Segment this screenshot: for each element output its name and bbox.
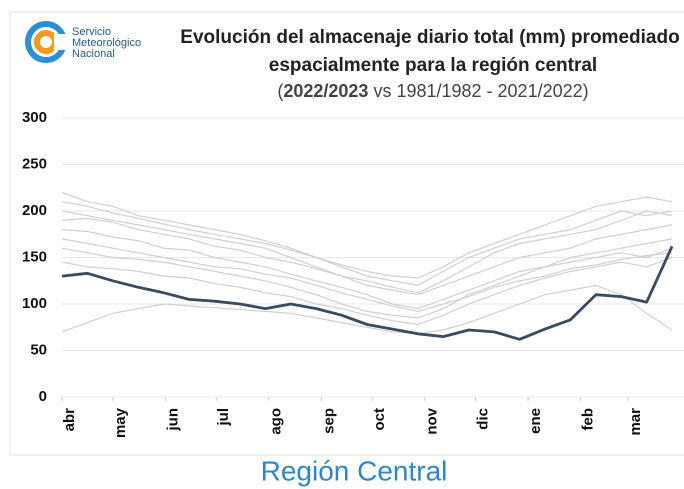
x-tick-label: may	[112, 407, 129, 438]
series-line-history	[61, 238, 673, 312]
x-tick-label: jun	[164, 408, 181, 432]
y-tick-label: 100	[22, 295, 47, 312]
y-tick-label: 200	[22, 202, 47, 219]
x-tick-label: dic	[475, 408, 492, 430]
chart-title: espacialmente para la región central	[269, 55, 597, 76]
series-line-current	[61, 245, 674, 341]
x-tick-label: ago	[268, 408, 285, 435]
chart-title: Evolución del almacenaje diario total (m…	[180, 27, 679, 48]
series-line-history	[61, 196, 673, 279]
subtitle-part: vs 1981/1982 - 2021/2022)	[368, 81, 588, 101]
subtitle-part: (	[277, 81, 283, 101]
x-tick-label: mar	[627, 408, 644, 436]
logo-text: Meteorológico	[72, 37, 141, 49]
y-tick-label: 0	[39, 388, 47, 405]
x-tick-label: feb	[580, 408, 597, 431]
logo-gap	[54, 34, 68, 50]
logo: Servicio Meteorológico Nacional	[25, 21, 141, 63]
logo-text: Servicio	[72, 26, 111, 38]
series-line-history	[61, 191, 673, 286]
x-tick-label: oct	[371, 408, 388, 431]
x-tick-label: nov	[424, 407, 441, 434]
series-line-history	[61, 210, 673, 294]
x-tick-label: ene	[527, 408, 544, 434]
x-tick-label: sep	[320, 408, 337, 434]
series-line-history	[61, 229, 673, 310]
series-line-history	[61, 247, 673, 319]
chart-frame	[9, 11, 684, 456]
y-tick-label: 50	[30, 341, 47, 358]
x-tick-label: jul	[215, 408, 232, 427]
y-tick-label: 150	[22, 248, 47, 265]
y-tick-label: 250	[22, 155, 47, 172]
chart-subtitle: (2022/2023 vs 1981/1982 - 2021/2022)	[277, 81, 588, 101]
logo-text: Nacional	[72, 48, 115, 60]
footer-title: Región Central	[261, 455, 448, 486]
x-tick-label: abr	[61, 408, 78, 432]
y-tick-label: 300	[22, 109, 47, 126]
series-line-history	[61, 284, 673, 335]
subtitle-part: 2022/2023	[283, 81, 368, 101]
series-line-history	[61, 256, 673, 326]
series-line-history	[61, 210, 673, 296]
